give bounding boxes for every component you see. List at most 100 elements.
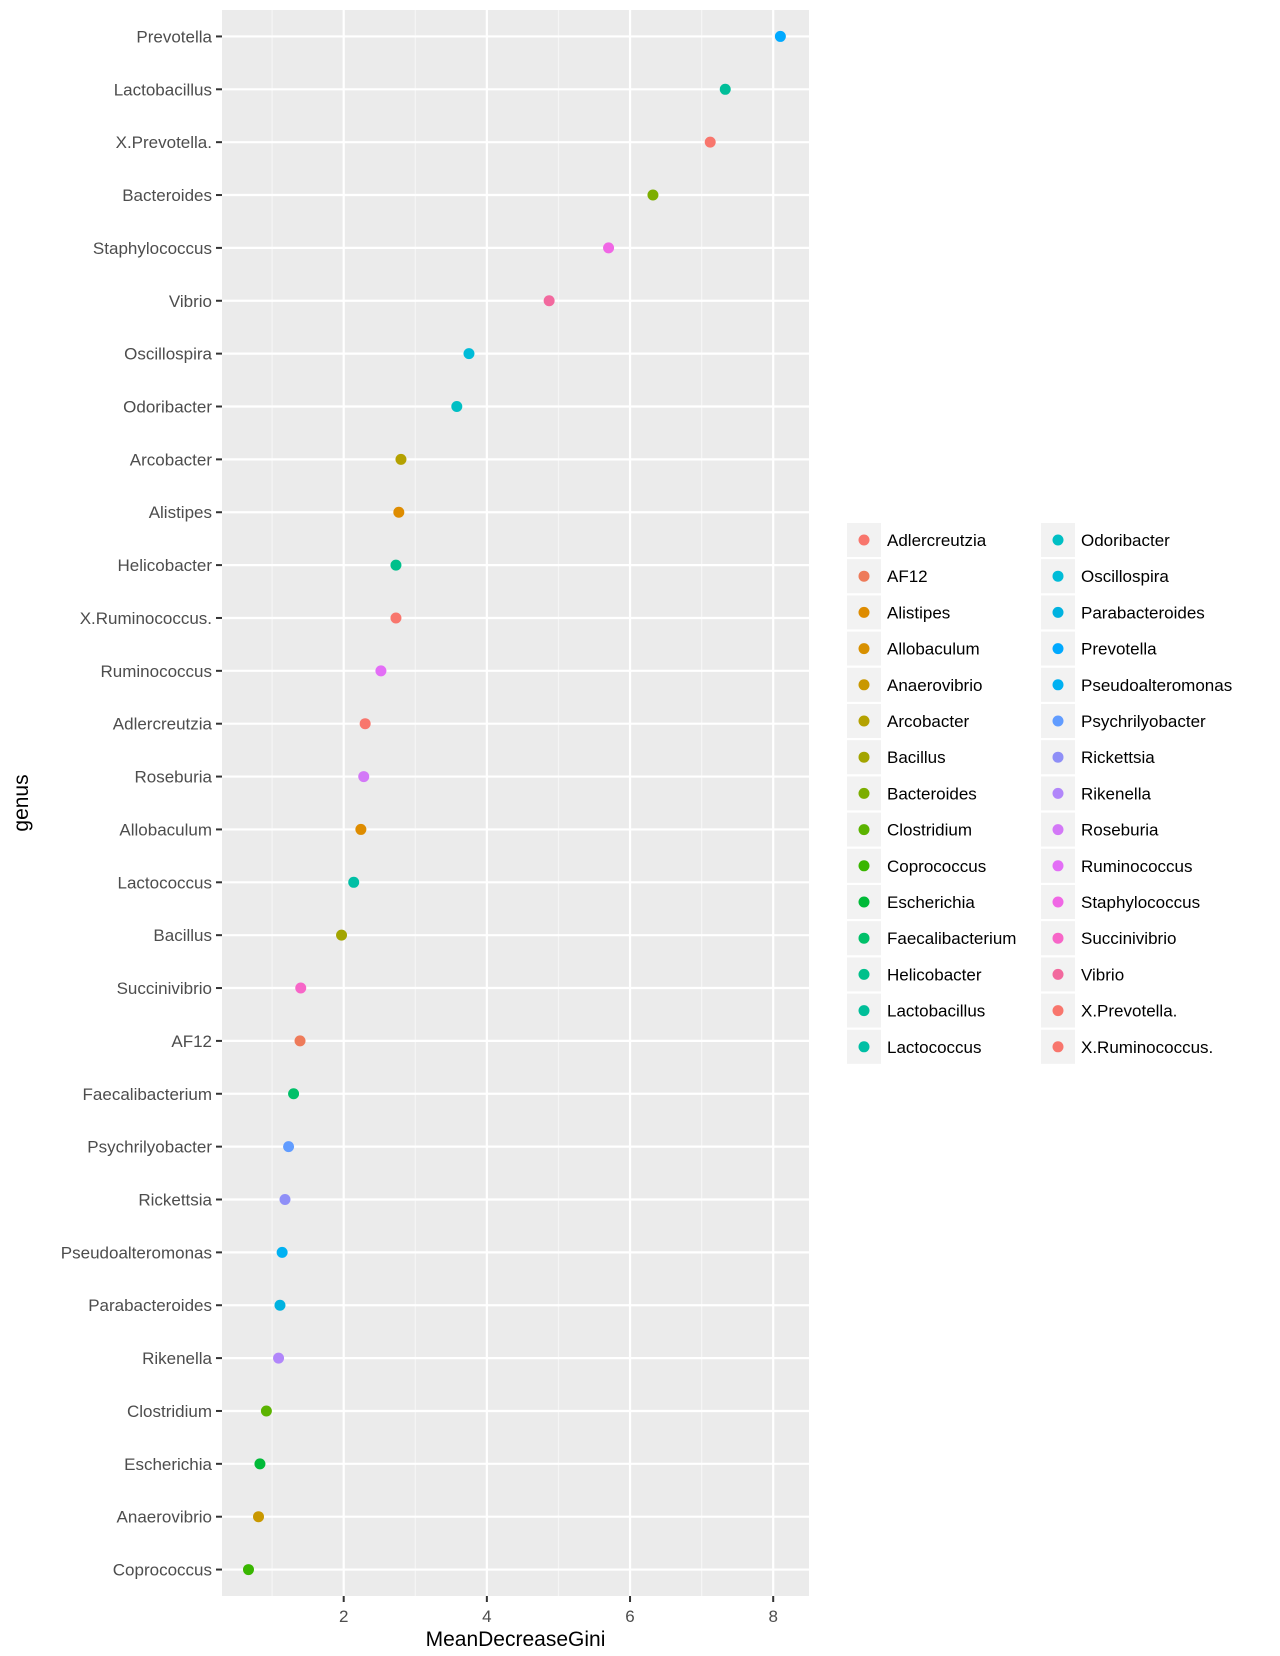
y-tick-label: Escherichia — [124, 1455, 212, 1474]
legend-key-dot — [1052, 606, 1064, 618]
legend-key-dot — [858, 860, 870, 872]
legend-label: Anaerovibrio — [887, 676, 982, 695]
legend-label: Parabacteroides — [1081, 603, 1205, 622]
legend-key-dot — [1052, 643, 1064, 655]
y-tick-label: Prevotella — [136, 27, 212, 46]
y-tick-label: Oscillospira — [124, 345, 212, 364]
y-tick-label: Adlercreutzia — [113, 715, 213, 734]
data-point — [603, 242, 615, 254]
legend-key-dot — [858, 643, 870, 655]
legend-item: Parabacteroides — [1041, 595, 1205, 630]
legend-item: Oscillospira — [1041, 559, 1169, 594]
grid-minor — [271, 10, 703, 1596]
plot-panel — [222, 10, 809, 1596]
data-point — [390, 612, 402, 624]
data-point — [395, 453, 407, 465]
data-point — [647, 189, 659, 201]
data-point — [355, 823, 367, 835]
legend-label: Odoribacter — [1081, 531, 1170, 550]
grid-major — [222, 10, 809, 1596]
data-point — [273, 1352, 285, 1364]
legend-label: Arcobacter — [887, 712, 970, 731]
legend-key-dot — [858, 896, 870, 908]
y-tick-label: Lactobacillus — [114, 80, 212, 99]
data-points — [242, 30, 786, 1576]
legend-label: Faecalibacterium — [887, 929, 1016, 948]
x-tick-label: 6 — [625, 1607, 634, 1626]
legend-item: Escherichia — [847, 885, 975, 919]
legend-key-dot — [858, 679, 870, 691]
y-tick-label: Clostridium — [127, 1402, 212, 1421]
legend-key-dot — [1052, 787, 1064, 799]
legend-label: Bacillus — [887, 748, 946, 767]
legend-item: Anaerovibrio — [847, 667, 982, 702]
data-point — [463, 348, 475, 360]
legend-label: Roseburia — [1081, 821, 1159, 840]
legend-label: Coprococcus — [887, 857, 986, 876]
legend-key-dot — [858, 606, 870, 618]
legend-item: Bacillus — [847, 740, 946, 775]
legend-label: Alistipes — [887, 603, 950, 622]
y-tick-label: Psychrilyobacter — [87, 1138, 212, 1157]
y-tick-label: Faecalibacterium — [83, 1085, 212, 1104]
legend-item: Allobaculum — [847, 631, 980, 666]
y-tick-label: Staphylococcus — [93, 239, 212, 258]
legend-item: Prevotella — [1041, 631, 1157, 666]
y-tick-label: Coprococcus — [113, 1561, 212, 1580]
legend-key-dot — [1052, 570, 1064, 582]
data-point — [294, 1035, 306, 1047]
data-point — [295, 982, 307, 994]
legend-key-dot — [1052, 860, 1064, 872]
data-point — [774, 30, 786, 42]
legend-item: X.Ruminococcus. — [1041, 1029, 1213, 1064]
data-point — [543, 295, 555, 307]
legend-item: AF12 — [847, 559, 928, 594]
x-axis-title: MeanDecreaseGini — [426, 1628, 606, 1651]
y-tick-label: Anaerovibrio — [117, 1508, 212, 1527]
legend-item: Staphylococcus — [1041, 885, 1200, 919]
y-tick-label: X.Prevotella. — [116, 133, 212, 152]
y-axis: Prevotella Lactobacillus X.Prevotella. Bact… — [61, 27, 222, 1580]
data-point — [288, 1088, 300, 1100]
data-point — [451, 401, 463, 412]
legend-item: Rickettsia — [1041, 740, 1155, 775]
legend-label: Bacteroides — [887, 784, 977, 803]
legend-label: Adlercreutzia — [887, 531, 987, 550]
legend-key-dot — [858, 715, 870, 727]
data-point — [253, 1511, 265, 1523]
legend-label: Vibrio — [1081, 965, 1124, 984]
data-point — [348, 876, 360, 888]
legend-key-dot — [1052, 534, 1064, 546]
legend-item: Lactobacillus — [847, 993, 985, 1028]
legend-label: Rickettsia — [1081, 748, 1155, 767]
legend-item: Helicobacter — [847, 957, 982, 992]
legend-label: Helicobacter — [887, 965, 982, 984]
data-point — [704, 136, 716, 148]
legend-label: X.Ruminococcus. — [1081, 1038, 1213, 1057]
legend-key-dot — [1052, 679, 1064, 691]
legend-key-dot — [1052, 715, 1064, 727]
legend-item: Lactococcus — [847, 1029, 982, 1064]
data-point — [393, 506, 405, 518]
legend-item: Odoribacter — [1041, 523, 1170, 557]
legend-key-dot — [858, 570, 870, 582]
legend-item: Vibrio — [1041, 957, 1124, 992]
y-tick-label: Arcobacter — [130, 450, 213, 469]
legend-key-dot — [1052, 1005, 1064, 1017]
legend-label: Ruminococcus — [1081, 857, 1193, 876]
y-tick-label: Pseudoalteromonas — [61, 1243, 212, 1262]
legend-key-dot — [858, 534, 870, 546]
data-point — [242, 1564, 254, 1576]
legend-key-dot — [1052, 932, 1064, 944]
data-point — [359, 718, 371, 730]
legend-item: Coprococcus — [847, 848, 986, 883]
legend-key-dot — [858, 968, 870, 980]
legend-key-dot — [858, 824, 870, 836]
legend-item: Rikenella — [1041, 776, 1151, 811]
data-point — [283, 1141, 295, 1153]
legend-key-dot — [1052, 896, 1064, 908]
legend-key-dot — [858, 1005, 870, 1017]
x-tick-label: 2 — [339, 1607, 348, 1626]
data-point — [719, 83, 731, 95]
y-tick-label: Succinivibrio — [117, 979, 212, 998]
